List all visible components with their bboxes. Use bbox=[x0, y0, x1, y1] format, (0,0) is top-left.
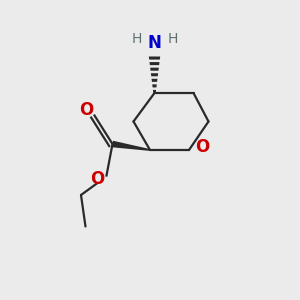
Text: N: N bbox=[148, 34, 161, 52]
Polygon shape bbox=[152, 79, 158, 82]
Polygon shape bbox=[151, 73, 158, 76]
Polygon shape bbox=[153, 90, 156, 93]
Polygon shape bbox=[150, 68, 159, 71]
Text: O: O bbox=[195, 138, 210, 156]
Polygon shape bbox=[149, 62, 160, 65]
Polygon shape bbox=[149, 56, 160, 60]
Text: H: H bbox=[167, 32, 178, 46]
Text: O: O bbox=[90, 169, 105, 188]
Polygon shape bbox=[152, 84, 157, 87]
Text: O: O bbox=[79, 101, 93, 119]
Text: H: H bbox=[131, 32, 142, 46]
Polygon shape bbox=[112, 141, 150, 151]
